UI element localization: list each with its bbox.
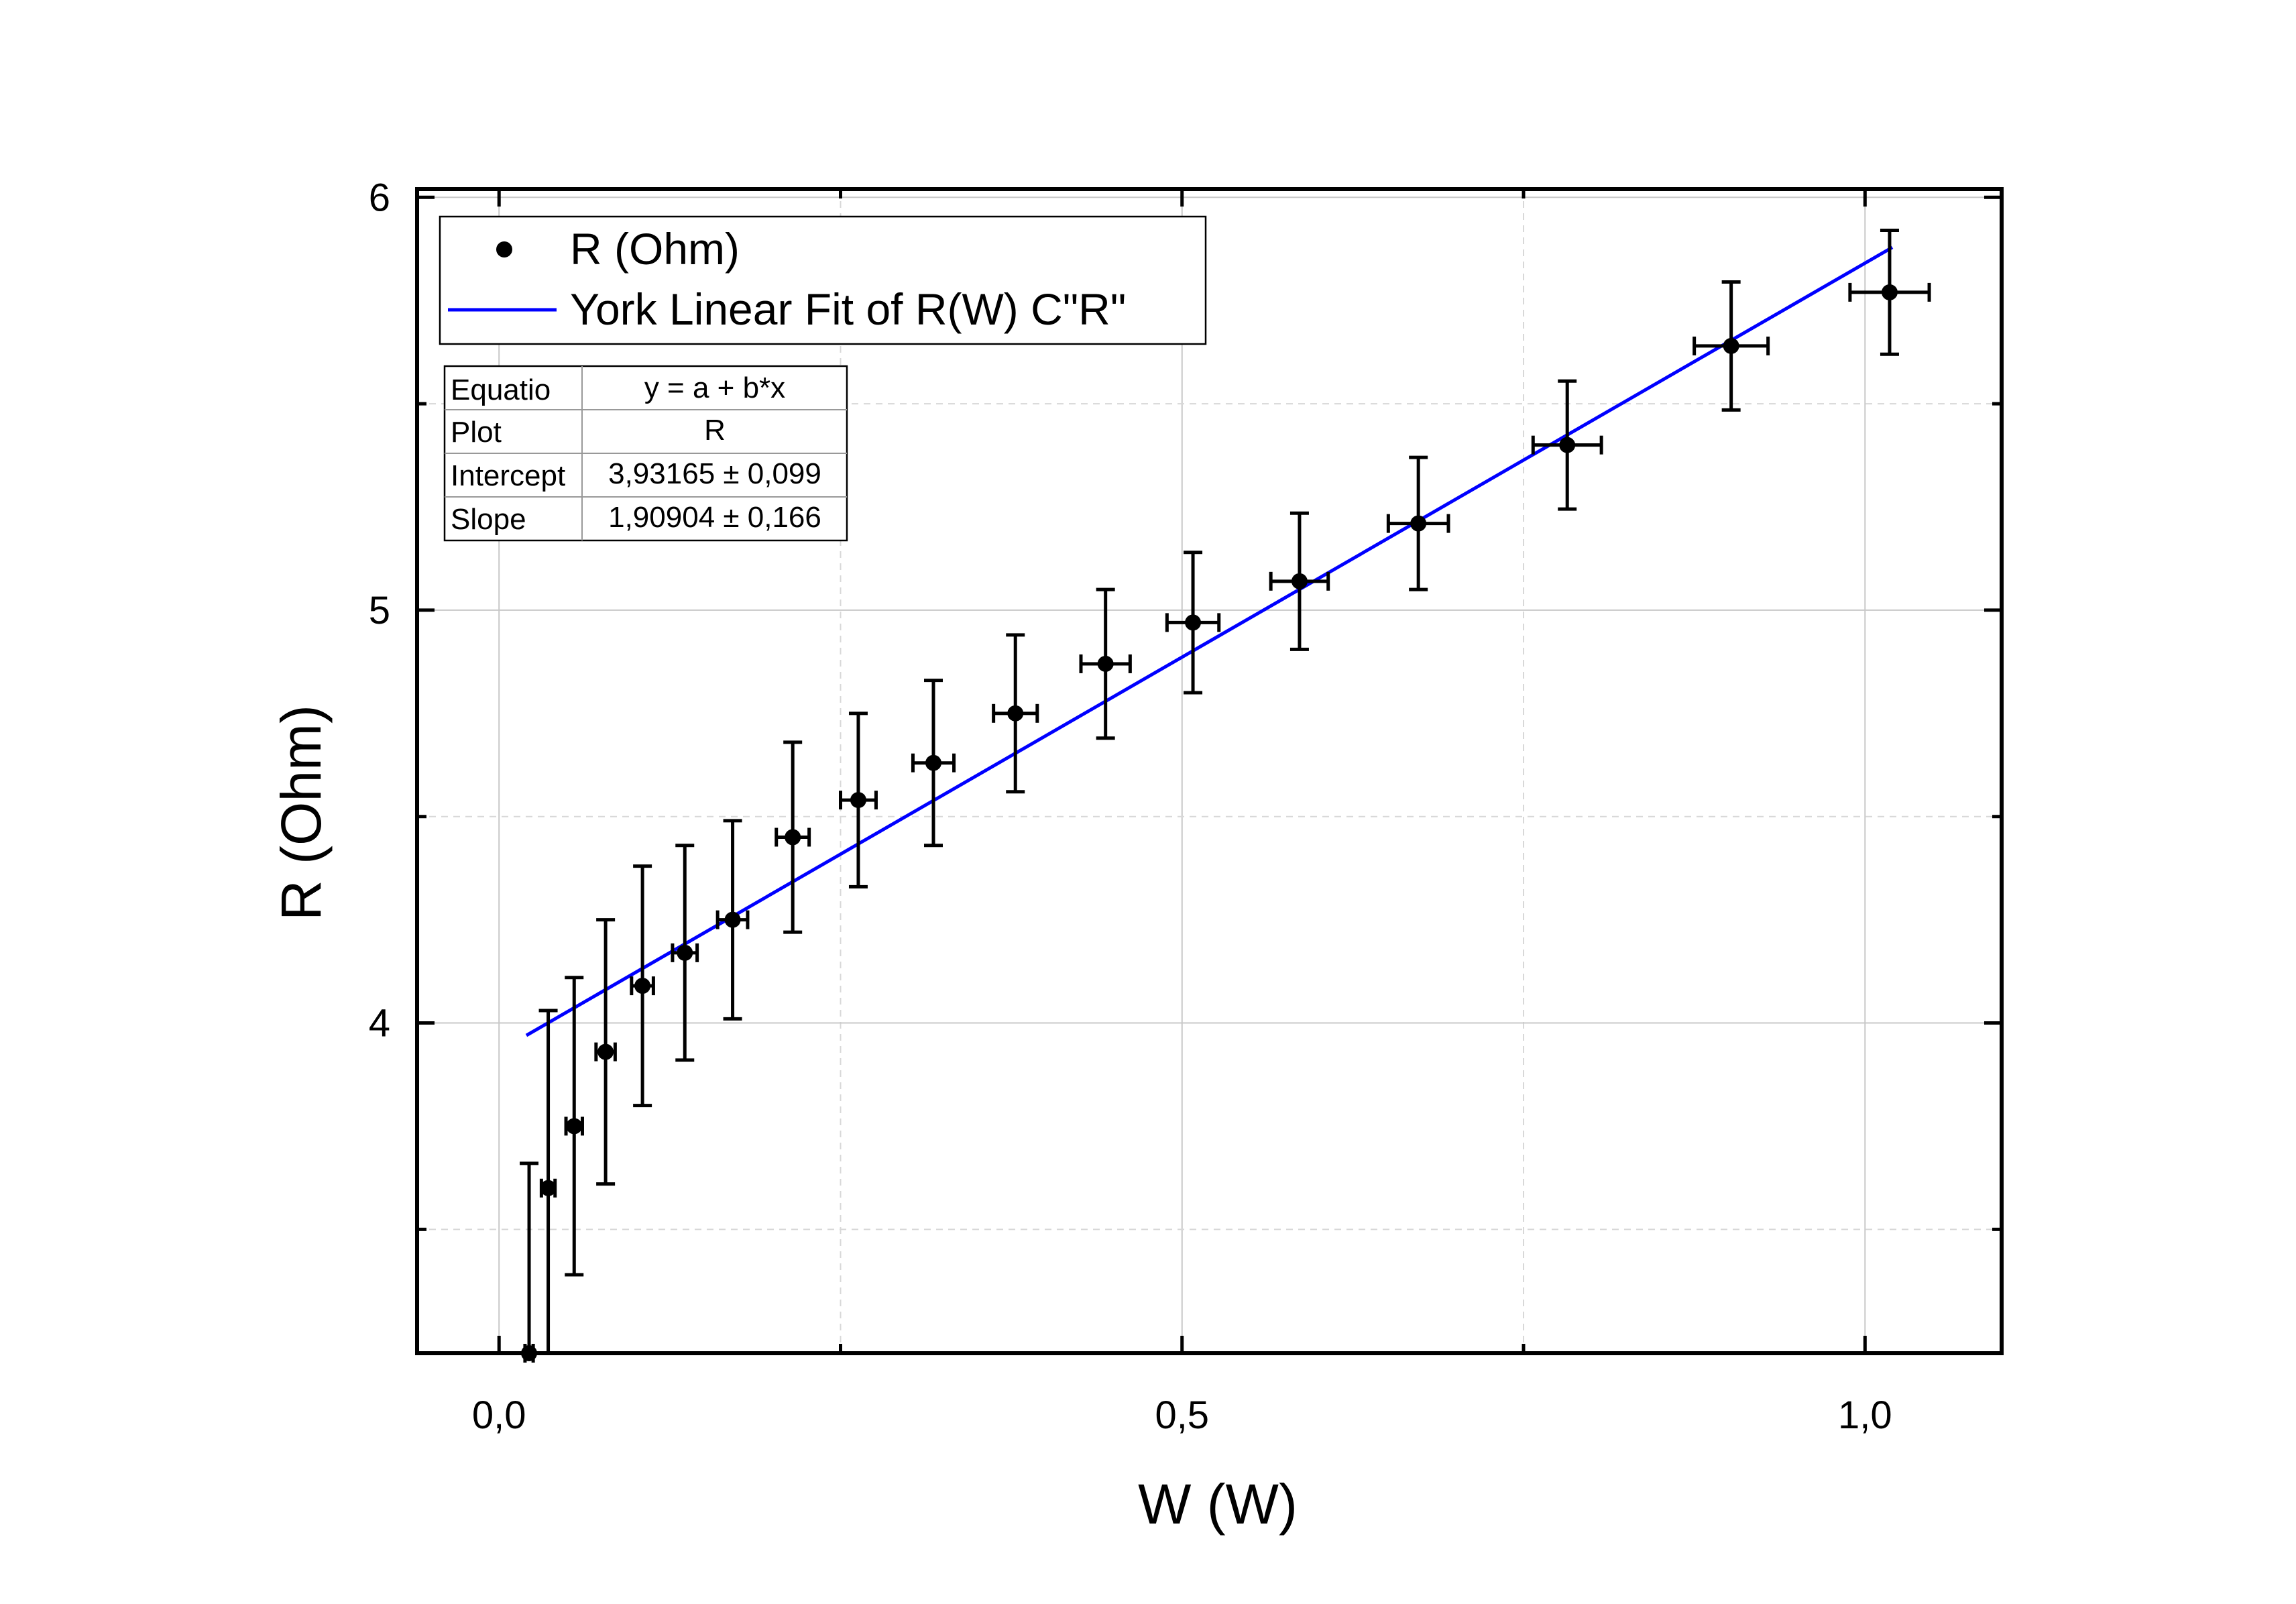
data-point-group [715, 819, 750, 1021]
fit-table-label-equation: Equatio [451, 374, 551, 406]
x-tick-label: 0,5 [1155, 1393, 1209, 1437]
fit-table: Equatio y = a + b*x Plot R Intercept 3,9… [443, 365, 848, 542]
data-point-group [671, 844, 699, 1062]
data-point [785, 829, 801, 846]
legend-point-marker [496, 241, 512, 257]
legend-label-points: R (Ohm) [570, 224, 740, 274]
data-point-group [838, 711, 878, 889]
data-point-group [1692, 280, 1770, 412]
data-point [1007, 705, 1024, 722]
y-tick-label: 4 [369, 1002, 390, 1045]
fit-table-label-intercept: Intercept [451, 459, 565, 492]
y-tick-label: 5 [369, 589, 390, 632]
data-point-group [630, 864, 655, 1108]
data-point-group [538, 1009, 558, 1353]
data-point [566, 1118, 583, 1135]
x-axis-title: W (W) [1138, 1473, 1298, 1536]
y-tick-labels: 4 5 6 [369, 176, 390, 1045]
data-point-group [1165, 551, 1221, 695]
legend-label-fit: York Linear Fit of R(W) C"R" [570, 284, 1126, 334]
data-point-group [1386, 455, 1450, 591]
plot-frame [415, 187, 2004, 1355]
data-point-group [564, 976, 584, 1277]
data-point [1723, 337, 1739, 354]
data-point [1185, 614, 1202, 631]
legend: R (Ohm) York Linear Fit of R(W) C"R" [439, 215, 1207, 345]
data-points-layer [520, 229, 1931, 1363]
data-point [925, 754, 942, 771]
fit-line-layer [525, 245, 1894, 1037]
data-point [1291, 573, 1308, 589]
fit-line [525, 245, 1894, 1037]
data-point-group [774, 740, 811, 934]
data-point-group [1848, 229, 1931, 356]
data-point-group [992, 633, 1039, 794]
data-point [634, 978, 651, 994]
y-tick-label: 6 [369, 176, 390, 219]
data-point-group [520, 1161, 539, 1363]
data-point [724, 911, 741, 928]
axis-ticks [417, 189, 2002, 1353]
data-point [540, 1180, 557, 1196]
data-point [850, 792, 866, 809]
data-point [677, 944, 693, 961]
data-point-group [911, 679, 956, 848]
data-point [1881, 284, 1898, 300]
fit-table-value-plot: R [704, 414, 726, 447]
data-point [597, 1043, 614, 1060]
data-point-group [1531, 379, 1603, 511]
data-point-group [594, 918, 617, 1186]
fit-table-value-equation: y = a + b*x [644, 371, 785, 404]
data-point-group [1269, 511, 1330, 651]
fit-table-value-intercept: 3,93165 ± 0,099 [608, 457, 821, 490]
data-point [1559, 437, 1576, 453]
x-tick-labels: 0,0 0,5 1,0 [472, 1393, 1892, 1437]
data-point [1410, 515, 1427, 532]
grid-lines [417, 189, 2002, 1353]
legend-box [439, 215, 1207, 345]
data-point [1097, 655, 1114, 672]
fit-table-label-plot: Plot [451, 416, 502, 449]
fit-table-label-slope: Slope [451, 503, 526, 536]
x-tick-label: 0,0 [472, 1393, 526, 1437]
x-tick-label: 1,0 [1838, 1393, 1892, 1437]
data-point-group [1079, 587, 1132, 740]
y-axis-title: R (Ohm) [270, 705, 333, 921]
fit-table-value-slope: 1,90904 ± 0,166 [608, 501, 821, 534]
